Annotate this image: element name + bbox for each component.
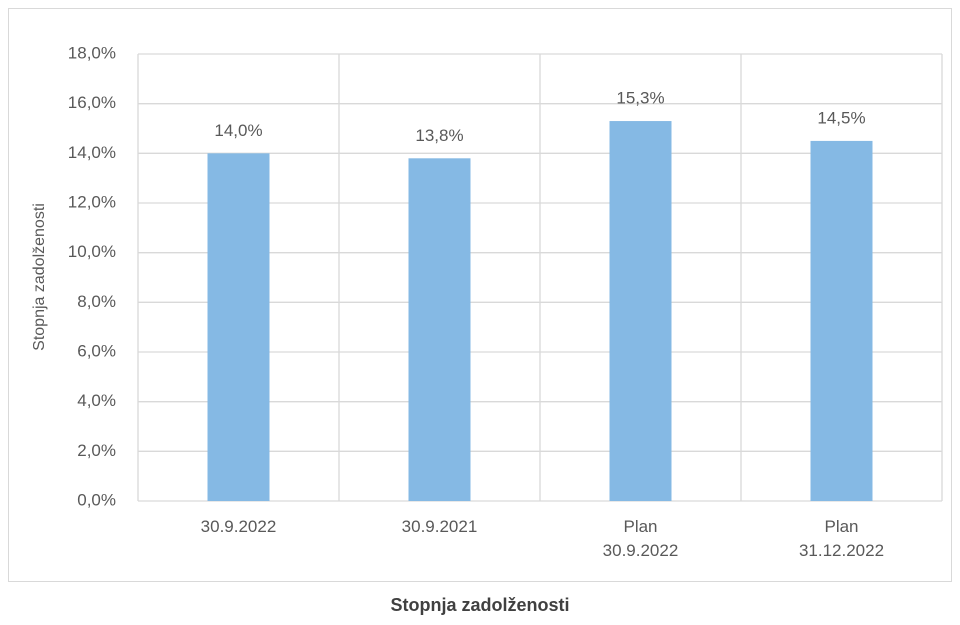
y-tick-label: 6,0% [77,341,116,360]
x-tick-label: Plan 31.12.2022 [798,517,885,560]
data-label: 14,0% [214,121,262,140]
y-tick-label: 18,0% [68,43,116,62]
chart-border [8,8,952,582]
data-label: 14,5% [817,108,865,127]
x-tick-label: 30.9.2021 [401,517,478,536]
y-tick-label: 2,0% [77,441,116,460]
data-label: 15,3% [616,89,664,108]
y-tick-label: 4,0% [77,391,116,410]
bar [810,140,873,501]
x-tick-label: Plan 30.9.2022 [602,517,679,560]
bar [609,121,672,502]
y-tick-label: 16,0% [68,93,116,112]
bar [207,153,270,502]
chart-title: Stopnja zadolženosti [390,595,570,615]
y-tick-label: 8,0% [77,292,116,311]
y-tick-label: 0,0% [77,490,116,509]
y-tick-label: 12,0% [68,192,116,211]
x-tick-label: 30.9.2022 [200,517,277,536]
data-label: 13,8% [415,126,463,145]
y-axis-label: Stopnja zadolženosti [31,203,48,351]
y-tick-label: 14,0% [68,143,116,162]
bar [408,158,471,502]
y-tick-label: 10,0% [68,242,116,261]
